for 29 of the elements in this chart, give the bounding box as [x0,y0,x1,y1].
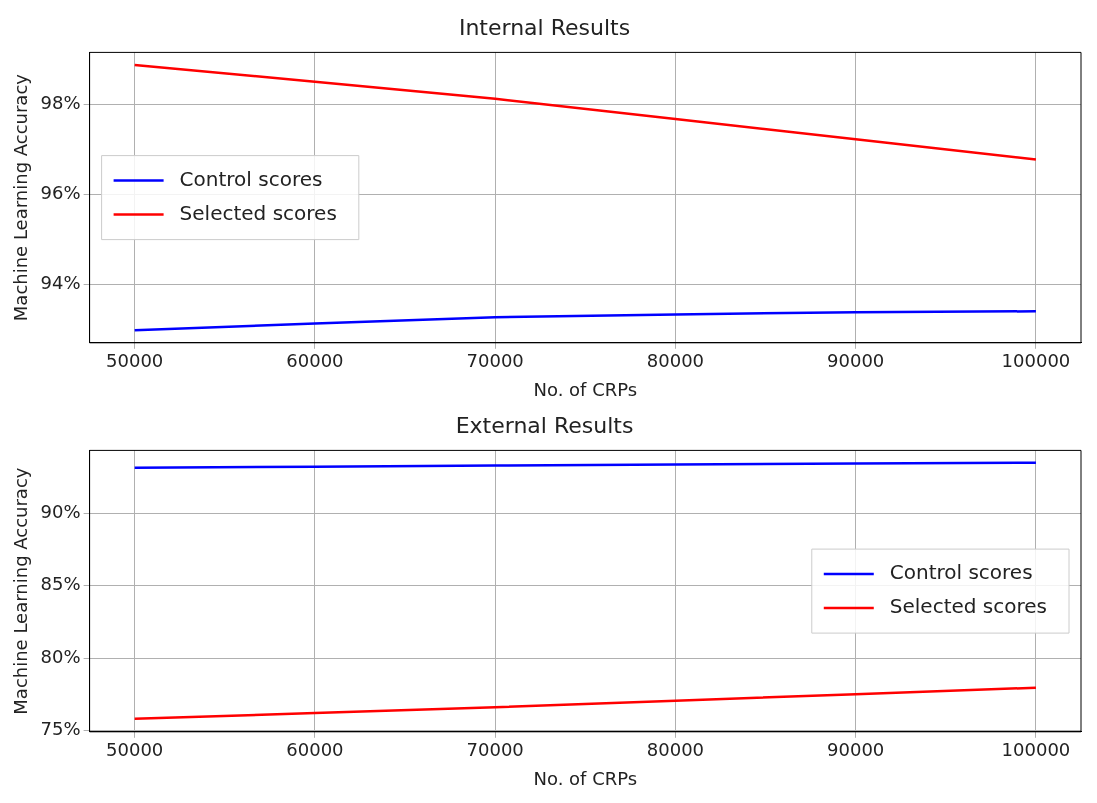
y-tick-label: 75% [40,718,81,740]
y-tick-label: 98% [40,91,81,113]
y-tick-label: 90% [40,501,81,523]
x-tick-label: 70000 [466,350,524,372]
x-tick-label: 90000 [827,739,885,761]
legend-label: Selected scores [889,594,1047,619]
x-tick-label: 60000 [286,739,344,761]
y-axis-title: Machine Learning Accuracy [10,73,32,322]
chart-title: External Results [455,412,634,438]
chart-title: Internal Results [458,14,631,40]
legend-label: Control scores [179,166,323,191]
legend-label: Control scores [889,560,1033,585]
x-tick-label: 70000 [466,739,524,761]
x-tick-label: 90000 [827,350,885,372]
y-tick-label: 85% [40,573,81,595]
x-tick-label: 100000 [1001,739,1071,761]
x-tick-label: 80000 [646,350,705,372]
x-axis-title: No. of CRPs [533,378,638,400]
x-tick-label: 80000 [646,739,705,761]
x-tick-label: 60000 [286,350,344,372]
y-tick-label: 80% [40,645,81,667]
y-axis-title: Machine Learning Accuracy [10,467,32,715]
x-tick-label: 50000 [106,350,164,372]
y-tick-label: 96% [40,181,81,203]
x-tick-label: 100000 [1001,350,1071,372]
legend-label: Selected scores [179,200,337,225]
x-axis-title: No. of CRPs [533,767,638,789]
x-tick-label: 50000 [106,739,164,761]
y-tick-label: 94% [40,271,81,293]
